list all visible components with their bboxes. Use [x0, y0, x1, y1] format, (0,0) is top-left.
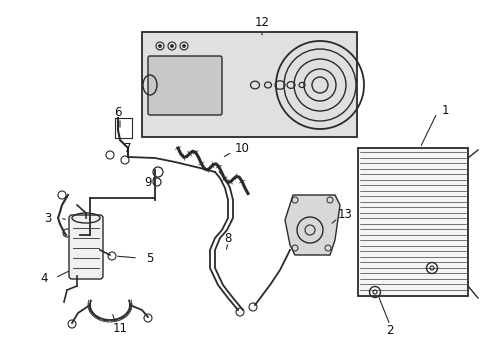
Circle shape: [158, 45, 161, 48]
Text: 4: 4: [40, 271, 48, 284]
Text: 13: 13: [337, 208, 352, 221]
Text: 6: 6: [114, 105, 122, 118]
Text: 2: 2: [386, 324, 393, 337]
Text: 12: 12: [254, 15, 269, 28]
FancyBboxPatch shape: [69, 215, 103, 279]
Text: 1: 1: [440, 104, 448, 117]
Bar: [142, 32, 356, 137]
Text: 8: 8: [224, 231, 231, 244]
Text: 7: 7: [124, 141, 131, 154]
Text: 11: 11: [112, 321, 127, 334]
Text: 3: 3: [44, 211, 52, 225]
Bar: [357, 148, 467, 296]
Text: 5: 5: [146, 252, 153, 265]
Circle shape: [170, 45, 173, 48]
FancyBboxPatch shape: [148, 56, 222, 115]
Polygon shape: [285, 195, 339, 255]
Circle shape: [182, 45, 185, 48]
Text: 9: 9: [144, 175, 151, 189]
Text: 10: 10: [234, 141, 249, 154]
